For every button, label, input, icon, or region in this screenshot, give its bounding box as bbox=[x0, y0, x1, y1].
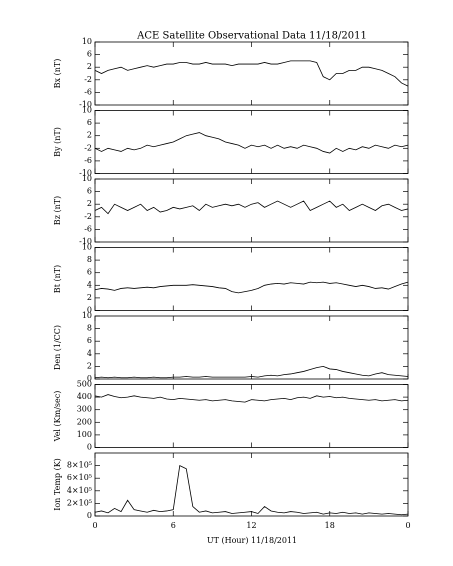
data-line bbox=[94, 132, 409, 154]
x-tick-label: 0 bbox=[92, 521, 97, 530]
y-axis-label: By (nT) bbox=[53, 127, 62, 157]
y-axis-label: Vel (Km/sec) bbox=[53, 391, 62, 443]
x-tick-label: 0 bbox=[405, 521, 410, 530]
y-tick-label: 2 bbox=[87, 62, 92, 71]
data-line bbox=[94, 60, 409, 87]
y-tick-label: 8 bbox=[87, 255, 92, 264]
y-tick-label: -6 bbox=[84, 224, 92, 233]
y-axis-label: Den (1/CC) bbox=[53, 325, 62, 370]
y-tick-label: -10 bbox=[79, 169, 92, 178]
x-tick-label: 12 bbox=[246, 521, 256, 530]
y-tick-label: 10 bbox=[82, 174, 92, 183]
y-tick-label: -10 bbox=[79, 100, 92, 109]
y-tick-label: -6 bbox=[84, 87, 92, 96]
y-tick-label: 200 bbox=[77, 417, 92, 426]
y-tick-label: -10 bbox=[79, 237, 92, 246]
y-tick-label: 6 bbox=[87, 50, 92, 59]
y-tick-label: 6 bbox=[87, 336, 92, 345]
y-tick-label: 2 bbox=[87, 293, 92, 302]
y-tick-label: 2×10⁵ bbox=[67, 498, 92, 507]
data-line bbox=[94, 365, 409, 379]
x-tick-label: 18 bbox=[325, 521, 335, 530]
y-tick-label: 0 bbox=[87, 511, 92, 520]
y-tick-label: 6 bbox=[87, 118, 92, 127]
y-tick-label: 4×10⁵ bbox=[67, 486, 92, 495]
y-axis-label: Bz (nT) bbox=[53, 196, 62, 225]
y-tick-label: -6 bbox=[84, 156, 92, 165]
y-tick-label: 8 bbox=[87, 324, 92, 333]
y-tick-label: 6×10⁵ bbox=[67, 473, 92, 482]
y-tick-label: 2 bbox=[87, 131, 92, 140]
y-tick-label: 300 bbox=[77, 405, 92, 414]
y-axis-label: Bx (nT) bbox=[53, 59, 62, 89]
y-tick-label: 6 bbox=[87, 268, 92, 277]
y-tick-label: 8×10⁵ bbox=[67, 461, 92, 470]
y-tick-label: -2 bbox=[84, 143, 92, 152]
y-tick-label: 0 bbox=[87, 374, 92, 383]
y-tick-label: 10 bbox=[82, 311, 92, 320]
y-tick-label: 10 bbox=[82, 243, 92, 252]
data-line bbox=[94, 465, 409, 516]
y-tick-label: 2 bbox=[87, 361, 92, 370]
y-tick-label: 10 bbox=[82, 37, 92, 46]
data-line bbox=[94, 394, 409, 403]
x-tick-label: 6 bbox=[171, 521, 176, 530]
y-tick-label: 6 bbox=[87, 187, 92, 196]
y-tick-label: -2 bbox=[84, 212, 92, 221]
y-tick-label: 0 bbox=[87, 443, 92, 452]
y-tick-label: -2 bbox=[84, 75, 92, 84]
y-tick-label: 4 bbox=[87, 349, 92, 358]
y-tick-label: 2 bbox=[87, 199, 92, 208]
y-tick-label: 100 bbox=[77, 430, 92, 439]
y-axis-label: Bt (nT) bbox=[53, 265, 62, 293]
y-tick-label: 4 bbox=[87, 280, 92, 289]
data-line bbox=[94, 281, 409, 294]
x-axis-label: UT (Hour) 11/18/2011 bbox=[207, 536, 297, 545]
data-line bbox=[94, 200, 409, 215]
y-axis-label: Ion Temp (K) bbox=[53, 458, 62, 511]
y-tick-label: 10 bbox=[82, 106, 92, 115]
chart-title: ACE Satellite Observational Data 11/18/2… bbox=[136, 31, 367, 42]
y-tick-label: 500 bbox=[77, 380, 92, 389]
y-tick-label: 0 bbox=[87, 306, 92, 315]
y-tick-label: 400 bbox=[77, 392, 92, 401]
